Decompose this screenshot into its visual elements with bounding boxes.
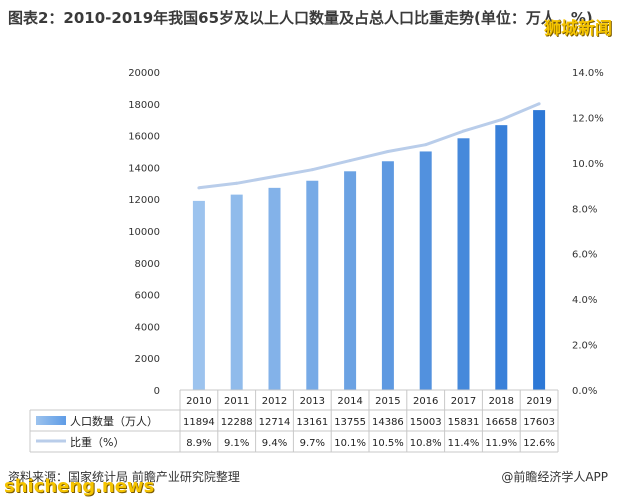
bar xyxy=(230,194,243,390)
y-left-tick-label: 6000 xyxy=(135,291,160,302)
line-point xyxy=(310,168,314,172)
y-right-tick-label: 14.0% xyxy=(572,68,604,79)
x-tick-label: 2010 xyxy=(186,396,211,407)
y-left-tick-label: 8000 xyxy=(135,259,160,270)
y-right-tick-label: 12.0% xyxy=(572,113,604,124)
bar xyxy=(533,110,546,390)
data-label-bar: 12714 xyxy=(259,417,291,428)
data-label-bar: 15003 xyxy=(410,417,442,428)
y-left-tick-label: 20000 xyxy=(128,68,160,79)
data-label-line: 9.4% xyxy=(262,438,287,449)
y-left-tick-label: 16000 xyxy=(128,132,160,143)
bar xyxy=(268,187,281,390)
x-tick-label: 2018 xyxy=(489,396,514,407)
y-left-tick-label: 0 xyxy=(154,386,160,397)
line-point xyxy=(197,186,201,190)
data-label-line: 9.7% xyxy=(300,438,325,449)
data-label-bar: 12288 xyxy=(221,417,253,428)
line-point xyxy=(499,118,503,122)
bar xyxy=(306,180,319,390)
y-right-tick-label: 6.0% xyxy=(572,250,597,261)
source-note: 资料来源：国家统计局 前瞻产业研究院整理 xyxy=(8,470,240,484)
data-label-bar: 13161 xyxy=(296,417,328,428)
data-label-line: 11.4% xyxy=(448,438,480,449)
data-label-bar: 17603 xyxy=(523,417,555,428)
legend-label-bars: 人口数量（万人） xyxy=(70,415,158,428)
x-tick-label: 2017 xyxy=(451,396,476,407)
x-tick-label: 2011 xyxy=(224,396,249,407)
line-point xyxy=(424,143,428,147)
line-point xyxy=(273,174,276,178)
x-tick-label: 2015 xyxy=(375,396,400,407)
data-label-line: 10.8% xyxy=(410,438,442,449)
x-tick-label: 2012 xyxy=(262,396,287,407)
data-label-bar: 13755 xyxy=(334,417,366,428)
bar xyxy=(192,200,205,390)
legend-label-line: 比重（%） xyxy=(70,435,124,449)
bar xyxy=(419,151,432,390)
y-right-tick-label: 8.0% xyxy=(572,204,597,215)
bar xyxy=(495,125,508,390)
footer-brand: shicheng.news xyxy=(4,476,155,497)
data-label-bar: 16658 xyxy=(485,417,517,428)
legend-swatch-bars xyxy=(36,416,66,425)
y-left-tick-label: 2000 xyxy=(135,354,160,365)
data-label-line: 11.9% xyxy=(485,438,517,449)
line-point xyxy=(235,181,239,185)
x-tick-label: 2013 xyxy=(300,396,325,407)
data-label-line: 10.1% xyxy=(334,438,366,449)
line-point xyxy=(537,102,541,106)
data-label-line: 10.5% xyxy=(372,438,404,449)
data-label-bar: 15831 xyxy=(448,417,480,428)
x-tick-label: 2014 xyxy=(337,396,362,407)
x-tick-label: 2019 xyxy=(526,396,551,407)
data-label-line: 8.9% xyxy=(186,438,211,449)
data-label-line: 9.1% xyxy=(224,438,249,449)
y-right-tick-label: 2.0% xyxy=(572,341,597,352)
data-label-line: 12.6% xyxy=(523,438,555,449)
y-left-tick-label: 18000 xyxy=(128,100,160,111)
y-right-tick-label: 0.0% xyxy=(572,386,597,397)
line-point xyxy=(386,150,390,153)
publisher-note: @前瞻经济学人APP xyxy=(501,470,608,484)
line-point xyxy=(462,129,465,133)
bar xyxy=(381,161,394,390)
x-tick-label: 2016 xyxy=(413,396,438,407)
bar xyxy=(344,171,357,390)
data-label-bar: 14386 xyxy=(372,417,404,428)
data-label-bar: 11894 xyxy=(183,417,215,428)
bar xyxy=(457,138,470,390)
line-point xyxy=(348,159,352,163)
y-left-tick-label: 4000 xyxy=(135,322,160,333)
y-right-tick-label: 10.0% xyxy=(572,159,604,170)
ratio-line xyxy=(198,102,540,190)
y-left-tick-label: 10000 xyxy=(128,227,160,238)
y-left-tick-label: 14000 xyxy=(128,163,160,174)
page-title: 图表2：2010-2019年我国65岁及以上人口数量及占总人口比重走势(单位：万… xyxy=(8,9,593,27)
brand-badge: 狮城新闻 xyxy=(544,19,612,39)
y-left-tick-label: 12000 xyxy=(128,195,160,206)
y-right-tick-label: 4.0% xyxy=(572,295,597,306)
